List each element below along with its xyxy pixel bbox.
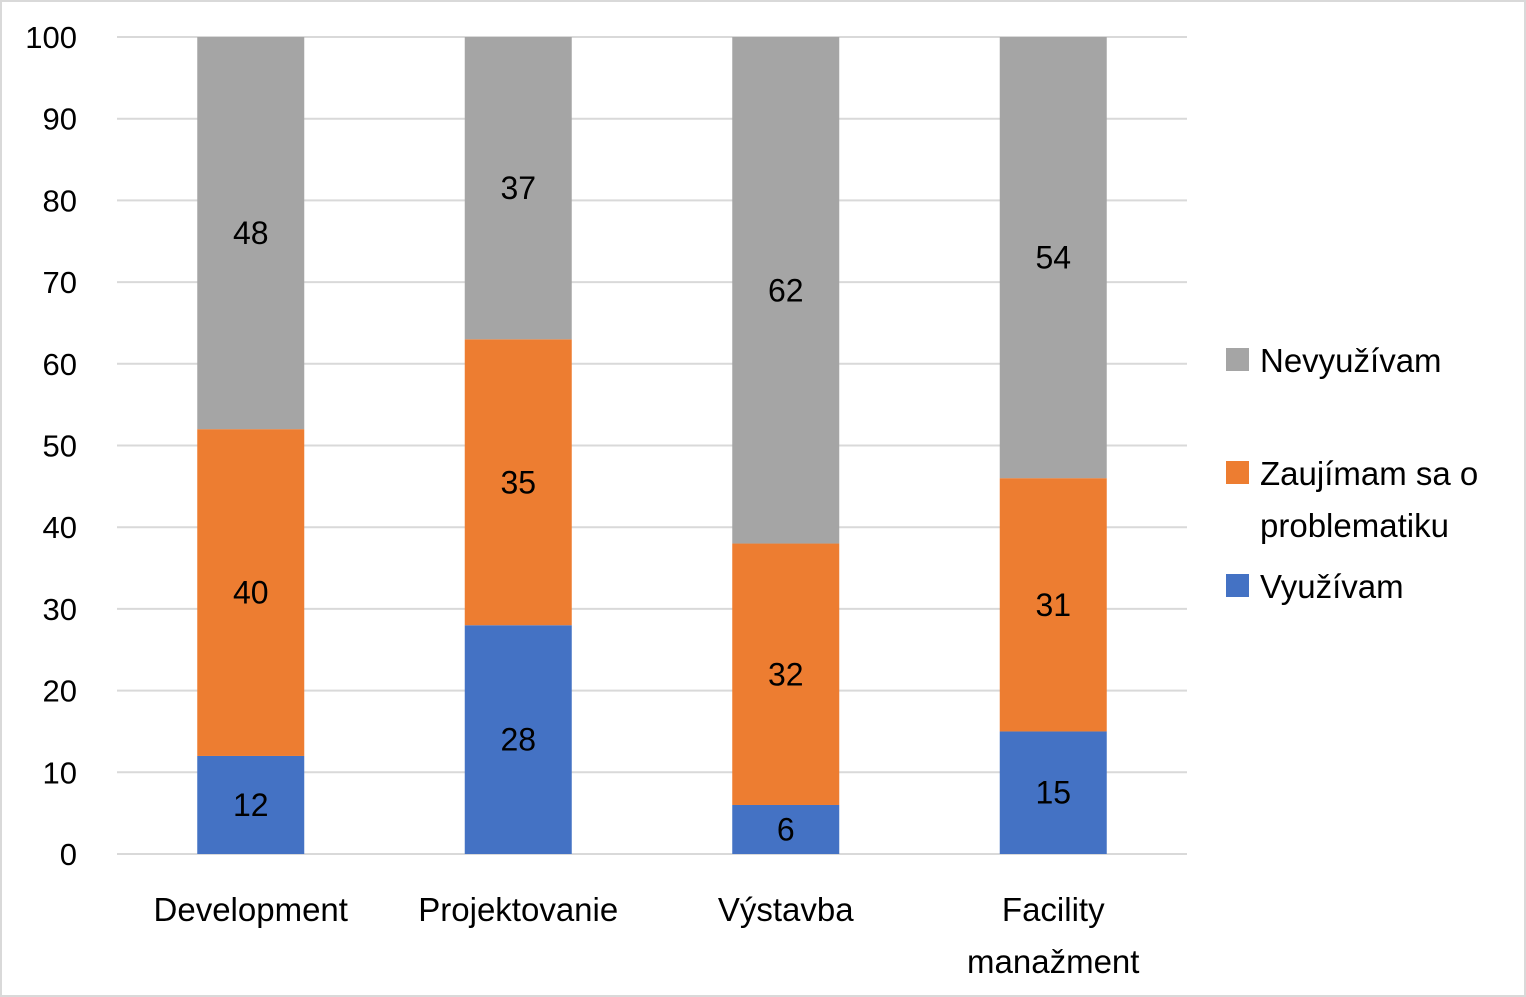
- data-label: 28: [500, 722, 536, 758]
- data-label: 62: [768, 272, 804, 308]
- y-tick-label: 20: [43, 674, 77, 709]
- y-tick-label: 100: [25, 20, 77, 55]
- y-tick-label: 50: [43, 429, 77, 464]
- bars: 12 40 48 28 35 37 6 32 62 15 31 54: [197, 37, 1107, 854]
- legend-swatch: [1226, 574, 1249, 597]
- data-label: 48: [233, 215, 269, 251]
- data-label: 54: [1035, 240, 1071, 276]
- legend-item: Využívam: [1226, 568, 1404, 605]
- bar-segment: [999, 37, 1107, 479]
- bar-segment: [197, 429, 305, 756]
- data-label: 12: [233, 787, 269, 823]
- x-tick-label: Výstavba: [718, 891, 854, 928]
- legend-item: Nevyužívam: [1226, 342, 1442, 379]
- data-label: 35: [500, 464, 536, 500]
- bar-segment: [732, 37, 840, 544]
- bar-segment: [999, 731, 1107, 854]
- data-label: 6: [777, 811, 795, 847]
- y-tick-label: 10: [43, 755, 77, 790]
- legend-label: problematiku: [1260, 507, 1449, 544]
- data-label: 15: [1035, 775, 1071, 811]
- y-tick-label: 70: [43, 265, 77, 300]
- bar-segment: [464, 625, 572, 854]
- bar-segment: [197, 755, 305, 854]
- legend-label: Využívam: [1260, 568, 1404, 605]
- data-label: 37: [500, 170, 536, 206]
- data-label: 31: [1035, 587, 1071, 623]
- y-tick-label: 0: [60, 837, 77, 872]
- bar-segment: [732, 804, 840, 854]
- y-tick-label: 30: [43, 592, 77, 627]
- legend-label: Nevyužívam: [1260, 342, 1442, 379]
- bar-segment: [464, 37, 572, 340]
- data-label: 32: [768, 656, 804, 692]
- bar-segment: [464, 339, 572, 626]
- legend-item: Zaujímam sa o problematiku: [1226, 455, 1478, 544]
- y-tick-label: 80: [43, 183, 77, 218]
- data-label: 40: [233, 575, 269, 611]
- bar-segment: [732, 543, 840, 805]
- x-tick-label: Projektovanie: [418, 891, 618, 928]
- y-axis: 0 10 20 30 40 50 60 70 80 90 100: [25, 20, 77, 872]
- legend: Nevyužívam Zaujímam sa o problematiku Využí…: [1226, 342, 1478, 605]
- y-tick-label: 90: [43, 102, 77, 137]
- legend-swatch: [1226, 461, 1249, 484]
- legend-label: Zaujímam sa o: [1260, 455, 1478, 492]
- x-tick-label: Development: [154, 891, 348, 928]
- y-tick-label: 40: [43, 510, 77, 545]
- legend-swatch: [1226, 348, 1249, 371]
- y-tick-label: 60: [43, 347, 77, 382]
- x-tick-label: Facility: [1002, 891, 1105, 928]
- bar-segment: [197, 37, 305, 430]
- x-tick-label: manažment: [967, 943, 1139, 980]
- bar-segment: [999, 478, 1107, 732]
- x-axis: Development Projektovanie Výstavba Facility…: [154, 891, 1140, 980]
